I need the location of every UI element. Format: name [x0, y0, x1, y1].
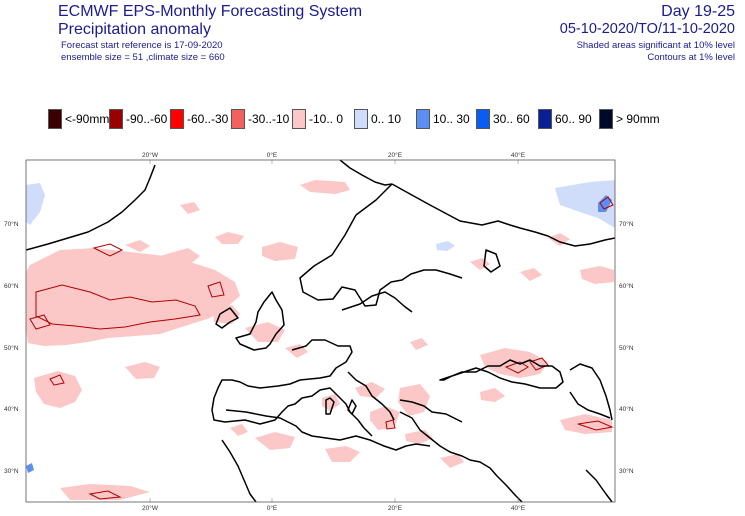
- legend-swatch: [292, 109, 306, 129]
- legend-label: -10.. 0: [309, 112, 344, 126]
- legend-swatch: [538, 109, 552, 129]
- legend-label: <-90mm: [65, 112, 110, 126]
- lat-label: 60°N: [619, 282, 634, 290]
- lon-label: 20°W: [142, 504, 159, 512]
- lat-label: 40°N: [4, 405, 19, 413]
- legend-swatch: [48, 109, 62, 129]
- legend-label: -30..-10: [248, 112, 290, 126]
- lat-label: 60°N: [4, 282, 19, 290]
- forecast-reference: Forecast start reference is 17-09-2020: [61, 40, 223, 51]
- lon-label: 20°E: [388, 504, 403, 512]
- legend-swatch: [476, 109, 490, 129]
- lon-label: 20°W: [142, 151, 159, 159]
- legend-swatch: [231, 109, 245, 129]
- chart-title: ECMWF EPS-Monthly Forecasting System: [58, 3, 363, 20]
- lon-label: 40°E: [511, 151, 526, 159]
- legend-label: -60..-30: [187, 112, 229, 126]
- legend-label: 10.. 30: [433, 112, 470, 126]
- legend-swatch: [109, 109, 123, 129]
- wet-patch: [26, 463, 34, 473]
- map-border: [25, 159, 616, 503]
- legend-swatch: [170, 109, 184, 129]
- legend-swatch: [354, 109, 368, 129]
- legend-label: > 90mm: [616, 112, 660, 126]
- lon-label: 0°E: [267, 504, 278, 512]
- chart-subtitle: Precipitation anomaly: [58, 21, 211, 38]
- lat-label: 50°N: [619, 344, 634, 352]
- legend-label: 30.. 60: [493, 112, 530, 126]
- lat-label: 30°N: [4, 467, 19, 475]
- coastlines: [26, 160, 615, 502]
- lat-label: 50°N: [4, 344, 19, 352]
- contour-note: Contours at 1% level: [647, 52, 735, 63]
- lat-label: 70°N: [4, 220, 19, 228]
- graticule-ticks: [149, 160, 519, 502]
- legend-label: 0.. 10: [371, 112, 402, 126]
- legend-label: -90..-60: [126, 112, 168, 126]
- significance-contours: [29, 196, 614, 500]
- ensemble-info: ensemble size = 51 ,climate size = 660: [61, 52, 225, 63]
- day-range: Day 19-25: [661, 3, 735, 20]
- lat-label: 30°N: [619, 467, 634, 475]
- legend-swatch: [416, 109, 430, 129]
- negative-anomaly-areas: [26, 180, 614, 500]
- date-range: 05-10-2020/TO/11-10-2020: [559, 21, 735, 37]
- lat-label: 40°N: [619, 405, 634, 413]
- wet-patch: [598, 195, 612, 212]
- lat-label: 70°N: [619, 220, 634, 228]
- lon-label: 0°E: [267, 151, 278, 159]
- positive-anomaly-areas: [26, 180, 615, 251]
- legend-swatch: [599, 109, 613, 129]
- lon-label: 20°E: [388, 151, 403, 159]
- lon-label: 40°E: [511, 504, 526, 512]
- legend-label: 60.. 90: [555, 112, 592, 126]
- shaded-note: Shaded areas significant at 10% level: [576, 40, 735, 51]
